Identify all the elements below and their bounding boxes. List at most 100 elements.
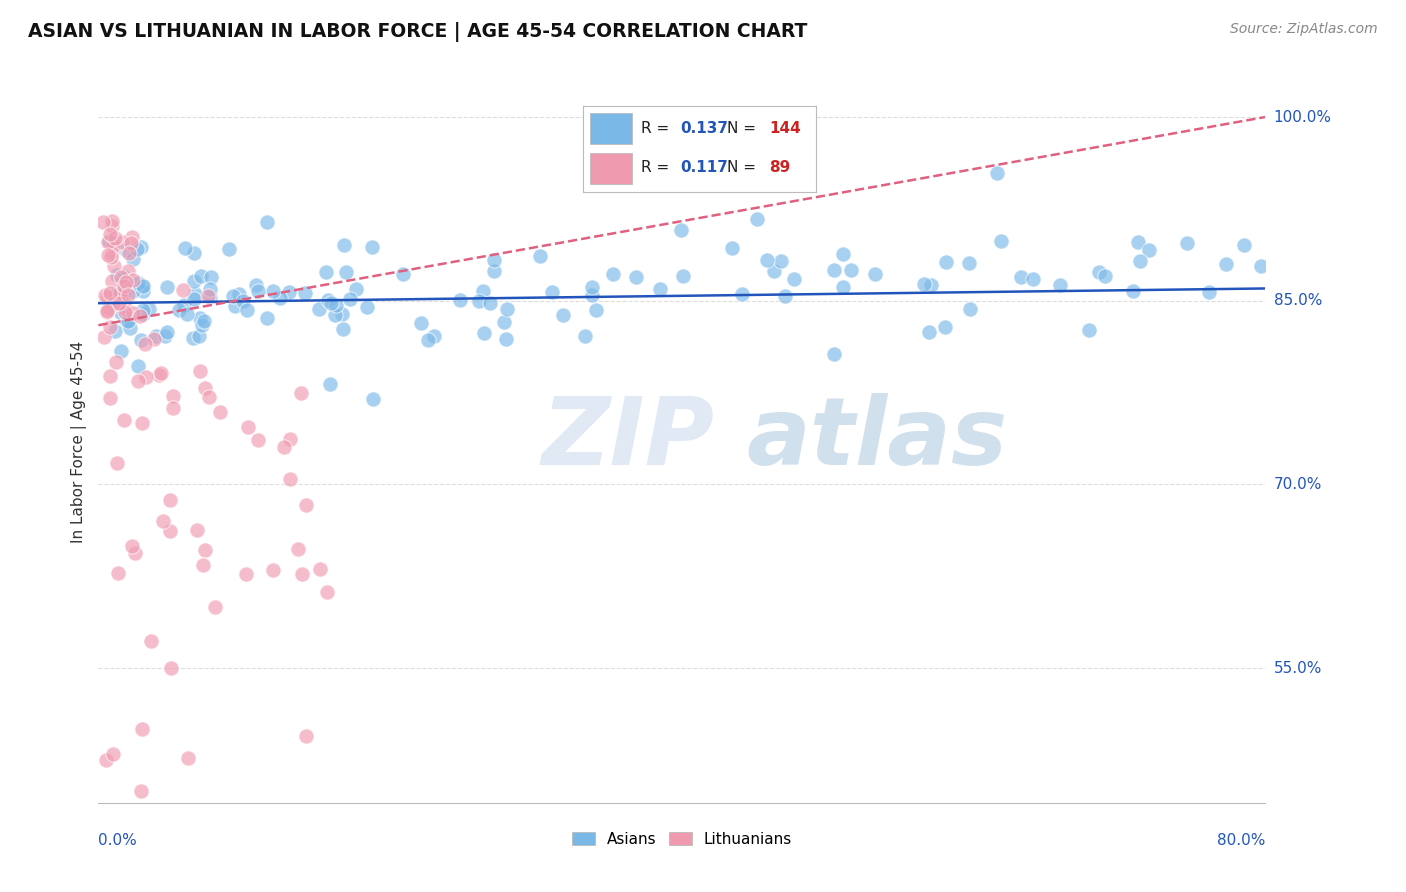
Point bbox=[541, 285, 564, 299]
Point bbox=[294, 499, 316, 513]
Point bbox=[167, 303, 190, 318]
Point bbox=[291, 566, 314, 581]
Point bbox=[224, 299, 246, 313]
Point bbox=[96, 304, 118, 318]
Point bbox=[129, 783, 152, 797]
Point bbox=[134, 336, 156, 351]
Point bbox=[183, 287, 205, 301]
Point bbox=[287, 541, 309, 556]
Point bbox=[392, 267, 415, 281]
Point bbox=[235, 303, 257, 318]
Y-axis label: In Labor Force | Age 45-54: In Labor Force | Age 45-54 bbox=[72, 341, 87, 542]
Point bbox=[191, 558, 214, 573]
Point bbox=[319, 296, 342, 310]
Point bbox=[114, 305, 136, 319]
Point bbox=[127, 359, 149, 374]
Point bbox=[105, 285, 128, 300]
Point bbox=[204, 599, 226, 614]
Point bbox=[472, 326, 495, 341]
Point bbox=[1233, 238, 1256, 252]
Point bbox=[93, 329, 115, 343]
Point bbox=[449, 293, 471, 308]
Point bbox=[173, 298, 195, 312]
Point bbox=[574, 329, 596, 343]
Point bbox=[152, 514, 174, 528]
Point bbox=[290, 386, 312, 401]
Point bbox=[115, 301, 138, 316]
Point bbox=[100, 250, 122, 264]
Point bbox=[159, 492, 181, 507]
Point bbox=[361, 240, 384, 254]
Point bbox=[97, 248, 120, 262]
Point bbox=[1077, 323, 1099, 337]
Point bbox=[117, 314, 139, 328]
Point bbox=[418, 333, 440, 347]
Text: atlas: atlas bbox=[747, 392, 1007, 485]
Point bbox=[118, 246, 141, 260]
Point bbox=[153, 329, 176, 343]
Point bbox=[131, 279, 153, 293]
Point bbox=[823, 347, 845, 361]
Point bbox=[127, 374, 149, 388]
Point bbox=[105, 456, 128, 470]
Point bbox=[117, 315, 139, 329]
Point bbox=[363, 392, 385, 406]
Point bbox=[228, 287, 250, 301]
Point bbox=[103, 260, 125, 274]
Point bbox=[278, 472, 301, 486]
Point bbox=[121, 306, 143, 320]
Point bbox=[356, 300, 378, 314]
Point bbox=[672, 269, 695, 284]
Point bbox=[94, 288, 117, 302]
Point bbox=[96, 303, 118, 318]
Point bbox=[832, 247, 855, 261]
Point bbox=[236, 420, 259, 434]
Point bbox=[91, 215, 114, 229]
Point bbox=[112, 413, 135, 427]
Point bbox=[132, 307, 155, 321]
Point bbox=[107, 566, 129, 581]
Point bbox=[186, 523, 208, 537]
Point bbox=[104, 355, 127, 369]
Point bbox=[131, 303, 153, 318]
Point bbox=[94, 753, 117, 767]
Point bbox=[131, 723, 153, 737]
Point bbox=[148, 368, 170, 383]
Point bbox=[183, 246, 205, 260]
Point bbox=[669, 222, 692, 236]
Point bbox=[121, 230, 143, 244]
Point bbox=[181, 331, 204, 345]
Point bbox=[731, 286, 754, 301]
Point bbox=[194, 543, 217, 558]
Point bbox=[472, 285, 495, 299]
Point bbox=[112, 286, 135, 301]
Point bbox=[278, 432, 301, 446]
Point bbox=[101, 747, 124, 761]
Point bbox=[959, 302, 981, 317]
Point bbox=[325, 308, 347, 322]
Point bbox=[775, 289, 797, 303]
Point bbox=[111, 235, 134, 249]
Point bbox=[200, 290, 222, 304]
Point bbox=[1175, 236, 1198, 251]
Point bbox=[839, 262, 862, 277]
Point bbox=[247, 285, 270, 299]
Point bbox=[124, 546, 146, 560]
Point bbox=[101, 297, 124, 311]
Point bbox=[112, 278, 135, 293]
Point bbox=[262, 563, 284, 577]
Point bbox=[104, 324, 127, 338]
Point bbox=[423, 328, 446, 343]
Point bbox=[920, 278, 942, 293]
Point bbox=[191, 318, 214, 333]
Point bbox=[553, 308, 575, 322]
Point bbox=[177, 751, 200, 765]
Point bbox=[468, 293, 491, 308]
Point bbox=[1250, 259, 1272, 273]
Point bbox=[97, 235, 120, 250]
Point bbox=[98, 227, 121, 241]
Point bbox=[188, 363, 211, 377]
Point bbox=[198, 390, 221, 404]
Point bbox=[832, 279, 855, 293]
Point bbox=[269, 292, 291, 306]
